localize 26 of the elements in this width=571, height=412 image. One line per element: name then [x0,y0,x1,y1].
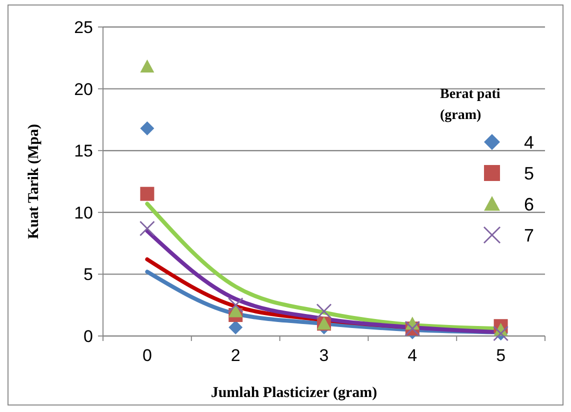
point [140,186,154,201]
x-tick-label: 2 [230,346,240,365]
y-tick-label: 15 [74,142,93,161]
y-tick-label: 5 [84,265,93,284]
x-tick-label: 5 [496,346,506,365]
legend-label: 4 [524,132,534,152]
legend-label: 6 [524,194,534,214]
point [228,297,244,313]
x-axis-title: Jumlah Plasticizer (gram) [210,385,378,401]
y-tick-label: 0 [84,326,93,346]
point [140,60,154,72]
legend-label: 7 [524,225,534,246]
legend-title: Berat pati (gram) [440,87,500,123]
point [228,304,243,318]
legend-label: 5 [524,163,534,184]
x-tick-label: 0 [142,346,152,365]
y-axis-title: Kuat Tarik (Mpa) [26,124,42,240]
y-tick-label: 25 [74,18,93,37]
y-tick-label: 10 [74,203,93,222]
point [228,320,243,334]
point [316,304,332,320]
x-tick-label: 3 [319,346,329,365]
y-tick-label: 20 [74,80,93,99]
x-tick-label: 4 [408,346,418,365]
point [139,220,155,236]
point [140,121,154,136]
